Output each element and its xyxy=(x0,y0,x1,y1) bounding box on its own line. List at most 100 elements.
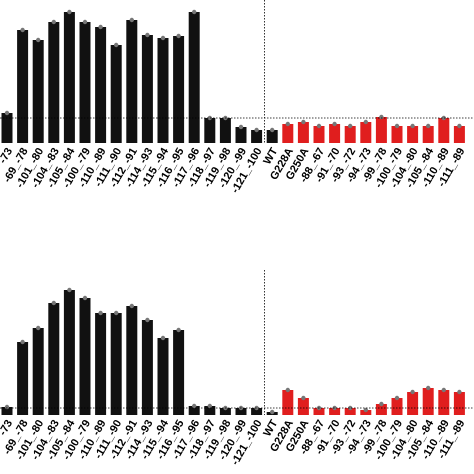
bar xyxy=(251,408,263,415)
bar xyxy=(95,313,107,415)
bar xyxy=(329,408,341,415)
bar-point xyxy=(426,123,431,129)
bar-point xyxy=(207,115,212,121)
bar xyxy=(422,126,434,143)
bar xyxy=(79,22,91,143)
bar-point xyxy=(4,404,10,410)
bar-point xyxy=(4,110,10,116)
bar-point xyxy=(410,389,415,395)
bar-point xyxy=(332,405,337,411)
bar-point xyxy=(67,9,72,15)
bar xyxy=(360,122,372,143)
bar-point xyxy=(36,325,41,331)
bar xyxy=(266,130,278,143)
bar xyxy=(422,388,434,415)
bar xyxy=(204,118,216,143)
bar xyxy=(344,126,356,143)
bar xyxy=(375,117,387,143)
bar xyxy=(157,338,169,415)
bar-point xyxy=(82,295,88,301)
bar xyxy=(438,390,450,415)
bar-point xyxy=(348,405,353,411)
bar xyxy=(438,118,450,143)
bar xyxy=(453,126,465,143)
bar xyxy=(344,408,356,415)
bar xyxy=(157,38,169,143)
bar xyxy=(48,303,60,415)
bar-point xyxy=(285,121,290,127)
bar-point xyxy=(332,121,337,127)
bar-point xyxy=(379,401,384,407)
bar-point xyxy=(394,395,400,401)
bar-point xyxy=(348,123,353,129)
bar xyxy=(1,113,13,143)
bar-point xyxy=(270,409,275,415)
bar xyxy=(79,298,91,415)
bar xyxy=(32,328,44,415)
bar xyxy=(329,124,341,143)
bar-point xyxy=(207,403,212,409)
bar-point xyxy=(145,317,150,323)
bar-point xyxy=(20,27,25,33)
bar xyxy=(235,127,247,143)
bar xyxy=(188,406,200,415)
bar xyxy=(219,408,231,415)
bar-point xyxy=(98,24,103,30)
bar-point xyxy=(254,127,259,133)
bar xyxy=(282,124,294,143)
bar xyxy=(63,290,75,415)
bar-point xyxy=(363,119,368,125)
bar-point xyxy=(98,310,103,316)
bar xyxy=(126,20,138,143)
bar-point xyxy=(254,405,259,411)
bar-point xyxy=(20,339,25,345)
bar-point xyxy=(457,389,462,395)
bar-point xyxy=(457,123,462,129)
bar xyxy=(235,408,247,415)
bar-point xyxy=(145,32,150,38)
bar-point xyxy=(301,119,306,125)
bar xyxy=(297,398,309,415)
bar xyxy=(95,27,107,143)
bar xyxy=(1,407,13,415)
bar-point xyxy=(67,287,72,293)
bar-point xyxy=(192,9,197,15)
bar xyxy=(17,342,29,415)
bar-point xyxy=(363,407,368,413)
bar-point xyxy=(410,123,415,129)
bar xyxy=(110,45,122,143)
bar-point xyxy=(316,123,322,129)
bar-point xyxy=(36,37,41,43)
bar xyxy=(48,22,60,143)
bar xyxy=(63,12,75,143)
bar-point xyxy=(114,42,119,48)
bar-point xyxy=(160,35,166,41)
bar xyxy=(173,36,185,143)
bar-point xyxy=(270,127,275,133)
bar xyxy=(32,40,44,143)
bar xyxy=(204,406,216,415)
bar xyxy=(17,30,29,143)
bar xyxy=(282,390,294,415)
bar-point xyxy=(176,33,181,39)
bar xyxy=(110,313,122,415)
bar xyxy=(313,126,325,143)
bar xyxy=(219,118,231,143)
bar xyxy=(360,410,372,415)
bar-point xyxy=(238,124,244,130)
bar xyxy=(251,130,263,143)
bar xyxy=(188,12,200,143)
bar xyxy=(375,404,387,415)
bar-point xyxy=(426,385,431,391)
bar-point xyxy=(285,387,290,393)
bar xyxy=(391,398,403,415)
bar-point xyxy=(301,395,306,401)
bar xyxy=(407,126,419,143)
bar-point xyxy=(192,403,197,409)
bar xyxy=(407,392,419,415)
bar-point xyxy=(441,387,446,393)
bar-point xyxy=(129,17,134,23)
bar xyxy=(313,408,325,415)
bar xyxy=(126,306,138,415)
bar-point xyxy=(114,310,119,316)
